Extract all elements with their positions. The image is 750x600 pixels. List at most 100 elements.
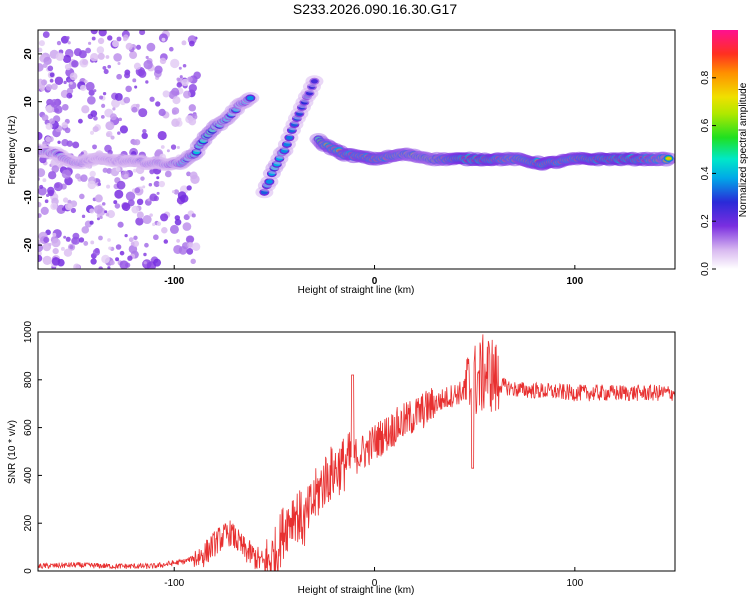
spectrogram-ylabel: Frequency (Hz) <box>7 116 18 185</box>
spectrogram-noise-cell <box>99 95 104 100</box>
spectrogram-noise-cell <box>100 114 105 119</box>
spectrogram-core <box>265 179 273 184</box>
spectrogram-noise-cell <box>42 63 48 69</box>
spectrogram-y-ticks: -20 -10 0 10 20 <box>23 48 42 252</box>
spectrogram-noise-cell <box>131 106 138 113</box>
spectrogram-noise-cell <box>116 180 126 190</box>
spectrogram-noise-cell <box>63 235 67 239</box>
colorbar-tick-label: 0.6 <box>700 118 711 132</box>
spectrogram-noise-cell <box>90 110 98 118</box>
spectrogram-noise-cell <box>88 41 92 45</box>
spectrogram-noise-cell <box>125 42 133 51</box>
spectrogram-noise-cell <box>123 37 128 42</box>
spectrogram-core <box>310 79 318 84</box>
spectrogram-noise-cell <box>134 139 141 146</box>
spectrogram-noise-cell <box>156 176 160 180</box>
spectrogram-noise-cell <box>134 85 138 89</box>
spectrogram-noise-cell <box>186 185 192 191</box>
spectrogram-noise-cell <box>158 108 166 117</box>
spectrogram-noise-cell <box>133 235 138 241</box>
spectrogram-noise-cell <box>62 197 69 203</box>
spectrogram-noise-cell <box>188 40 195 47</box>
spectrogram-noise-cell <box>57 140 61 144</box>
y-tick-label: -20 <box>23 237 34 252</box>
spectrogram-noise-cell <box>125 85 132 93</box>
spectrogram-noise-cell <box>89 130 95 135</box>
spectrogram-noise-cell <box>84 79 88 84</box>
spectrogram-noise-cell <box>123 96 131 104</box>
spectrogram-noise-cell <box>93 89 97 93</box>
spectrogram-noise-cell <box>182 63 187 68</box>
spectrogram-noise-cell <box>106 210 116 219</box>
spectrogram-noise-cell <box>38 213 42 218</box>
spectrogram-noise-cell <box>119 260 129 269</box>
spectrogram-noise-cell <box>65 203 73 211</box>
spectrogram-noise-cell <box>85 81 95 91</box>
y-tick-label: 600 <box>23 419 34 436</box>
spectrogram-noise-cell <box>66 87 74 95</box>
spectrogram-noise-cell <box>73 263 81 269</box>
spectrogram-noise-cell <box>135 217 144 226</box>
spectrogram-noise-cell <box>114 93 123 101</box>
spectrogram-noise-cell <box>45 193 50 197</box>
spectrogram-noise-cell <box>62 54 72 64</box>
spectrogram-noise-cell <box>156 191 160 195</box>
spectrogram-noise-cell <box>66 140 73 147</box>
spectrogram-core <box>246 95 254 101</box>
spectrogram-noise-cell <box>115 166 121 172</box>
spectrogram-noise-cell <box>72 232 80 240</box>
spectrogram-noise-cell <box>80 174 88 182</box>
spectrogram-peak <box>666 157 672 160</box>
spectrogram-noise-cell <box>43 56 52 66</box>
y-tick-label: 0 <box>23 568 34 574</box>
spectrogram-noise-cell <box>87 180 97 190</box>
spectrogram-noise-cell <box>178 66 182 70</box>
spectrogram-noise-cell <box>118 117 122 122</box>
spectrogram-noise-cell <box>171 107 180 115</box>
spectrogram-noise-cell <box>108 246 112 250</box>
spectrogram-noise-cell <box>155 101 161 107</box>
spectrogram-noise-cell <box>127 255 133 261</box>
spectrogram-noise-cell <box>47 65 54 72</box>
spectrogram-noise-cell <box>45 84 53 91</box>
spectrogram-noise-cell <box>79 193 85 200</box>
spectrogram-noise-cell <box>94 194 103 203</box>
spectrogram-noise-cell <box>38 47 43 53</box>
figure-title: S233.2026.090.16.30.G17 <box>293 1 457 17</box>
spectrogram-noise-cell <box>38 63 44 72</box>
spectrogram-noise-cell <box>97 52 105 60</box>
spectrogram-noise-cell <box>129 51 137 58</box>
spectrogram-noise-cell <box>96 217 100 221</box>
spectrogram-noise-cell <box>69 72 78 81</box>
spectrogram-noise-cell <box>55 52 65 61</box>
spectrogram-noise-cell <box>170 58 180 69</box>
spectrogram-noise-cell <box>61 207 66 211</box>
spectrogram-noise-cell <box>115 257 120 262</box>
spectrogram-noise-cell <box>93 205 103 214</box>
spectrogram-noise-cell <box>119 125 128 134</box>
spectrogram-noise-cell <box>49 78 54 83</box>
spectrogram-noise-cell <box>97 182 102 187</box>
spectrogram-noise-cell <box>38 254 43 262</box>
spectrogram-noise-cell <box>187 241 194 249</box>
spectrogram-noise-cell <box>66 36 70 40</box>
spectrogram-noise-cell <box>42 255 52 265</box>
spectrogram-noise-cell <box>141 132 148 140</box>
spectrogram-noise-cell <box>63 248 73 257</box>
spectrogram-noise-cell <box>149 169 155 175</box>
spectrogram-noise-cell <box>156 221 162 227</box>
spectrogram-noise-cell <box>114 203 121 209</box>
x-tick-label: -100 <box>164 578 184 589</box>
spectrogram-noise-cell <box>40 79 48 86</box>
spectrogram-noise-cell <box>111 98 121 108</box>
spectrogram-noise-cell <box>47 186 55 195</box>
spectrogram-noise-cell <box>144 242 149 248</box>
spectrogram-noise-cell <box>117 221 124 228</box>
spectrogram-noise-cell <box>158 180 166 188</box>
spectrogram-noise-cell <box>51 83 58 90</box>
x-tick-label: 100 <box>566 276 583 287</box>
spectrogram-noise-cell <box>54 76 64 85</box>
spectrogram-noise-cell <box>40 206 49 215</box>
y-tick-label: 200 <box>23 514 34 531</box>
